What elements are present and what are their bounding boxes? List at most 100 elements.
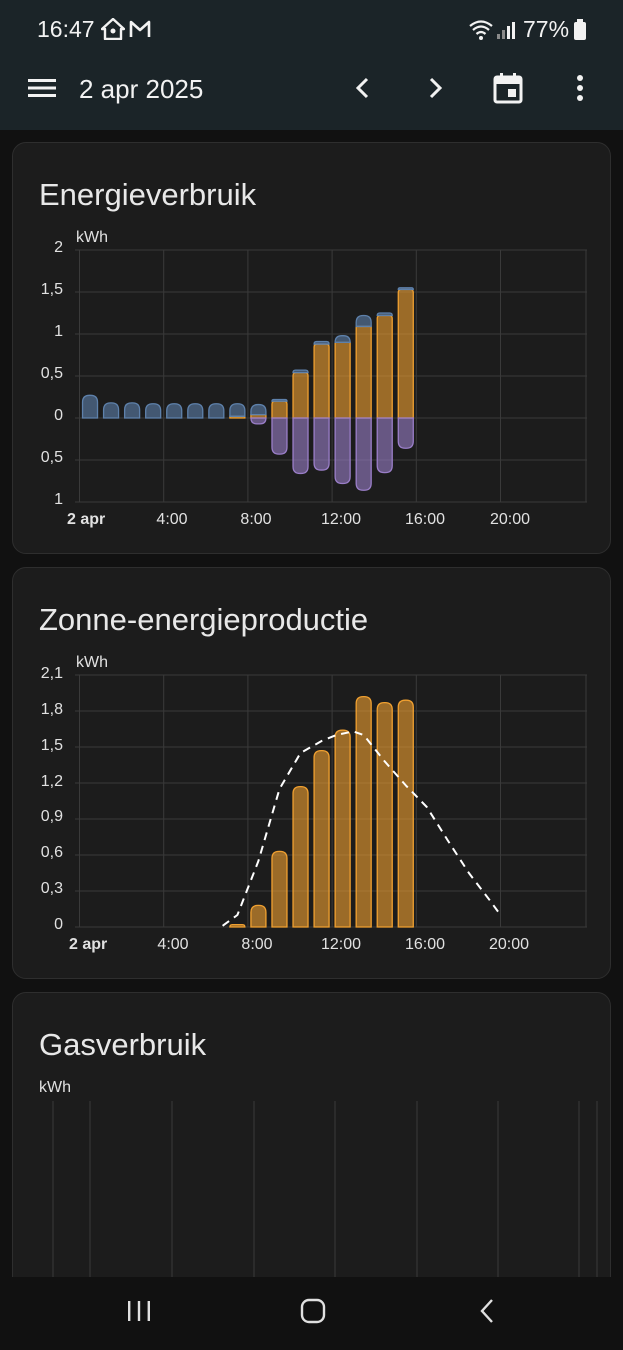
app-bar: 2 apr 2025 [0,58,623,130]
x-tick-label: 4:00 [156,511,188,528]
solar-bar [397,288,414,419]
home-icon [299,1297,327,1330]
return-to-grid-bar [355,417,372,491]
battery-icon [573,19,587,46]
grid-consumption-bar [123,402,141,419]
x-tick-label: 12:00 [320,511,362,528]
return-to-grid-bar [292,417,309,475]
x-tick-label: 4:00 [157,936,189,953]
date-title[interactable]: 2 apr 2025 [79,74,204,104]
y-axis-unit: kWh [76,229,108,246]
solar-bar [229,923,246,928]
previous-day-button[interactable] [341,68,385,112]
wifi-icon [468,19,494,46]
return-to-grid-bar [334,417,351,485]
y-tick-label: 0,5 [40,449,63,466]
y-tick-label: 0,3 [40,880,63,897]
y-tick-label: 2,1 [40,665,63,682]
solar-bar [313,343,330,419]
x-tick-label: 16:00 [404,936,446,953]
solar-production-chart [75,674,587,928]
grid-consumption-bar [271,398,288,402]
back-icon [477,1297,497,1330]
gas-usage-card: Gasverbruik kWh [12,992,611,1292]
solar-bar [334,729,351,928]
chevron-right-icon [425,76,445,105]
next-day-button[interactable] [413,68,457,112]
y-tick-label: 1,5 [40,737,63,754]
x-tick-label: 12:00 [320,936,362,953]
return-to-grid-bar [313,417,330,471]
more-options-button[interactable] [558,68,602,112]
grid-consumption-bar [313,340,330,345]
y-axis-unit: kWh [39,1079,71,1096]
y-tick-label: 1,2 [40,773,63,790]
y-tick-label: 1 [54,323,63,340]
return-to-grid-bar [397,417,414,449]
solar-bar [376,314,393,419]
x-tick-label: 20:00 [489,511,531,528]
energy-usage-chart [75,249,587,503]
grid-consumption-bar [166,403,183,419]
solar-bar [250,904,267,928]
grid-consumption-bar [292,369,309,374]
gmail-icon [128,18,152,45]
menu-icon [27,77,57,104]
x-tick-label: 16:00 [404,511,446,528]
solar-bar [292,371,309,419]
gas-usage-chart [52,1101,598,1281]
system-nav-bar [0,1277,623,1350]
recent-apps-button[interactable] [109,1291,169,1335]
solar-bar [397,699,414,928]
solar-bar [355,695,372,928]
signal-icon [496,20,518,45]
return-to-grid-bar [271,417,288,455]
solar-bar [292,785,309,928]
return-to-grid-bar [250,417,267,425]
grid-consumption-bar [208,403,225,419]
recent-apps-icon [126,1299,152,1328]
y-tick-label: 1 [54,491,63,508]
grid-consumption-bar [145,403,162,419]
y-tick-label: 0,5 [40,365,63,382]
calendar-button[interactable] [486,68,530,112]
return-to-grid-bar [376,417,393,474]
grid-consumption-bar [397,287,414,291]
solar-bar [376,701,393,928]
y-tick-label: 0,9 [40,808,63,825]
home-button[interactable] [283,1291,343,1335]
x-tick-label: 8:00 [240,511,272,528]
grid-consumption-bar [376,312,393,317]
more-vert-icon [576,74,584,107]
back-button[interactable] [457,1291,517,1335]
card-title: Gasverbruik [39,1027,207,1062]
solar-bar [313,749,330,928]
home-assistant-icon [100,17,126,45]
x-tick-label: 8:00 [241,936,273,953]
y-tick-label: 2 [54,239,63,256]
x-tick-label: 2 apr [69,936,108,953]
y-tick-label: 0,6 [40,844,63,861]
grid-consumption-bar [334,335,351,344]
y-tick-label: 0 [54,407,63,424]
solar-bar [355,325,372,419]
chevron-left-icon [353,76,373,105]
grid-consumption-bar [102,402,120,419]
calendar-icon [493,72,523,109]
battery-percentage: 77% [523,16,570,42]
card-title: Energieverbruik [39,177,257,212]
y-tick-label: 0 [54,916,63,933]
menu-button[interactable] [20,68,64,112]
grid-consumption-bar [229,403,246,417]
y-tick-label: 1,8 [40,701,63,718]
solar-bar [271,850,288,928]
forecast-line [222,730,502,927]
y-axis-unit: kWh [76,654,108,671]
x-tick-label: 2 apr [67,511,106,528]
card-title: Zonne-energieproductie [39,602,369,637]
grid-consumption-bar [81,394,99,419]
grid-consumption-bar [355,314,372,328]
solar-production-card: Zonne-energieproductie kWh 2,1 1,8 1,5 1… [12,567,611,979]
status-bar: 16:47 77% [0,0,623,58]
energy-usage-card: Energieverbruik kWh 2 1,5 1 0,5 0 0,5 1 … [12,142,611,554]
